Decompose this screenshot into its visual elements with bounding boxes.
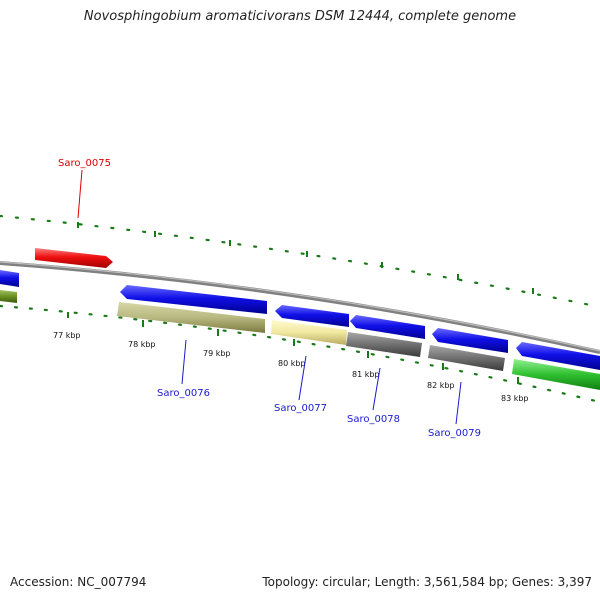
scale-label-81: 81 kbp bbox=[352, 370, 380, 379]
cog-right-edge-green bbox=[512, 359, 600, 390]
gene-left-edge-blue[interactable] bbox=[0, 270, 19, 287]
leader-saro-0075 bbox=[77, 169, 83, 219]
scale-label-79: 79 kbp bbox=[203, 349, 231, 358]
cog-saro-0076 bbox=[117, 302, 265, 333]
leader-saro-0076 bbox=[181, 339, 187, 385]
gene-label-saro-0075[interactable]: Saro_0075 bbox=[58, 158, 111, 169]
scale-label-80: 80 kbp bbox=[278, 359, 306, 368]
gene-label-saro-0079[interactable]: Saro_0079 bbox=[428, 428, 481, 439]
gene-saro-0078-cds[interactable] bbox=[350, 315, 425, 339]
scale-label-78: 78 kbp bbox=[128, 340, 156, 349]
scale-label-83: 83 kbp bbox=[501, 394, 529, 403]
leader-saro-0079 bbox=[455, 381, 462, 425]
accession-text: Accession: NC_007794 bbox=[10, 575, 147, 589]
upper-major-ticks bbox=[77, 222, 534, 294]
cog-saro-0079 bbox=[428, 345, 505, 371]
gene-right-edge-blue[interactable] bbox=[516, 342, 600, 370]
scale-label-77: 77 kbp bbox=[53, 331, 81, 340]
cog-saro-0077 bbox=[271, 320, 347, 345]
scale-label-82: 82 kbp bbox=[427, 381, 455, 390]
cog-left-edge-green bbox=[0, 290, 17, 303]
genome-backbone bbox=[0, 261, 600, 354]
gene-saro-0079-cds[interactable] bbox=[432, 328, 508, 353]
gene-label-saro-0076[interactable]: Saro_0076 bbox=[157, 388, 210, 399]
gene-saro-0075[interactable] bbox=[35, 248, 113, 268]
leader-saro-0077 bbox=[298, 355, 307, 401]
gene-saro-0077-cds[interactable] bbox=[275, 305, 349, 327]
gene-saro-0076-cds[interactable] bbox=[120, 285, 267, 314]
genome-stats-text: Topology: circular; Length: 3,561,584 bp… bbox=[262, 575, 592, 589]
lower-major-ticks bbox=[67, 312, 519, 384]
genome-title: Novosphingobium aromaticivorans DSM 1244… bbox=[83, 9, 517, 24]
lower-tick-track bbox=[0, 304, 600, 404]
gene-label-saro-0077[interactable]: Saro_0077 bbox=[274, 403, 327, 414]
leader-saro-0078 bbox=[372, 367, 381, 411]
cog-saro-0078 bbox=[346, 332, 422, 357]
gene-label-saro-0078[interactable]: Saro_0078 bbox=[347, 414, 400, 425]
